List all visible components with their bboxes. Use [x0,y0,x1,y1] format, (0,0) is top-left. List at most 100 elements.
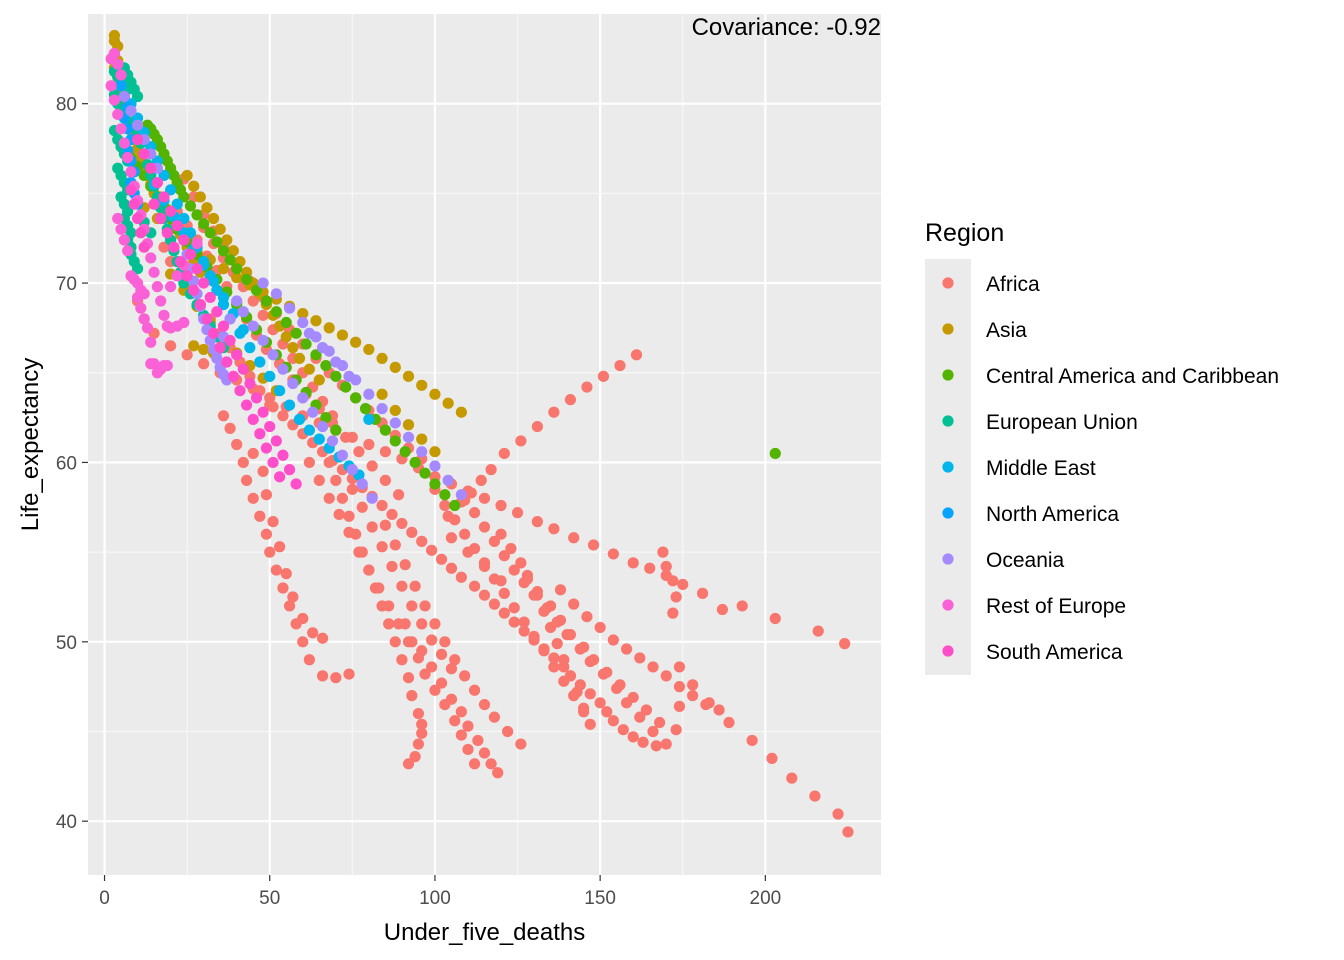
legend-label: North America [986,503,1119,526]
data-point [264,420,276,433]
data-point [145,252,157,264]
data-point [614,359,626,372]
data-point [687,690,699,702]
data-point [459,670,471,682]
data-point [568,690,580,702]
y-tick-label: 60 [56,453,77,474]
data-point [495,499,507,512]
data-point [316,670,329,682]
data-point [165,340,177,352]
data-point [488,598,501,610]
data-point [194,191,206,203]
data-point [568,532,580,544]
data-point [283,399,296,411]
legend-key [942,553,954,565]
data-point [356,478,368,490]
data-point [538,645,550,657]
data-point [634,711,646,723]
legend-title: Region [925,219,1004,247]
data-point [812,625,824,637]
data-point [505,542,517,555]
data-point [267,516,279,528]
data-point [158,169,170,182]
data-point [112,58,124,70]
data-point [379,519,391,531]
data-point [581,381,593,393]
data-point [696,587,709,599]
data-point [670,724,682,736]
data-point [402,419,415,431]
data-point [221,356,233,368]
data-point [366,521,378,533]
data-point [485,464,497,476]
data-point [660,670,672,682]
data-point [307,627,319,639]
data-point [227,370,239,382]
data-point [564,394,577,406]
data-point [435,648,448,660]
data-point [241,399,253,411]
data-point [478,492,491,504]
data-point [426,634,438,646]
data-point [472,734,484,747]
data-point [551,638,563,650]
data-point [528,589,540,601]
data-point [611,682,623,695]
data-point [207,212,220,225]
data-point [412,738,425,750]
data-point [409,456,421,469]
data-point [287,342,299,354]
data-point [429,446,441,458]
data-point [198,343,210,356]
data-point [184,248,197,260]
data-point [376,403,388,415]
data-point [237,363,249,375]
data-point [498,550,510,562]
data-point [297,636,309,648]
data-point [138,148,150,160]
data-point [297,612,309,625]
data-point [508,602,520,614]
series-south-america [125,133,302,490]
data-point [270,435,282,447]
data-point [475,474,487,486]
data-point [416,379,428,391]
data-point [297,316,309,329]
data-point [786,772,798,784]
series-africa [131,173,854,838]
data-point [277,363,289,375]
data-point [627,557,639,569]
data-point [290,327,302,339]
data-point [389,539,401,551]
data-point [442,510,454,522]
data-point [455,406,467,418]
data-point [419,600,431,612]
data-point [561,629,573,641]
data-point [455,571,467,583]
data-point [445,532,458,544]
data-point [264,546,276,558]
data-point [449,499,461,512]
data-point [211,306,223,318]
data-point [396,580,408,592]
data-point [313,374,325,386]
data-point [578,706,590,718]
data-point [191,263,203,275]
data-point [115,69,127,81]
data-point [221,234,233,246]
data-point [654,716,666,729]
data-point [700,698,712,711]
data-point [323,322,335,334]
data-point [198,218,210,230]
data-point [363,438,375,451]
data-point [508,616,520,628]
data-point [178,316,190,329]
legend-key [942,369,954,381]
data-point [135,302,147,314]
data-point [647,725,659,738]
data-point [416,446,428,458]
data-point [131,90,144,103]
data-point [515,557,527,569]
data-point [307,406,319,418]
data-point [340,381,352,393]
